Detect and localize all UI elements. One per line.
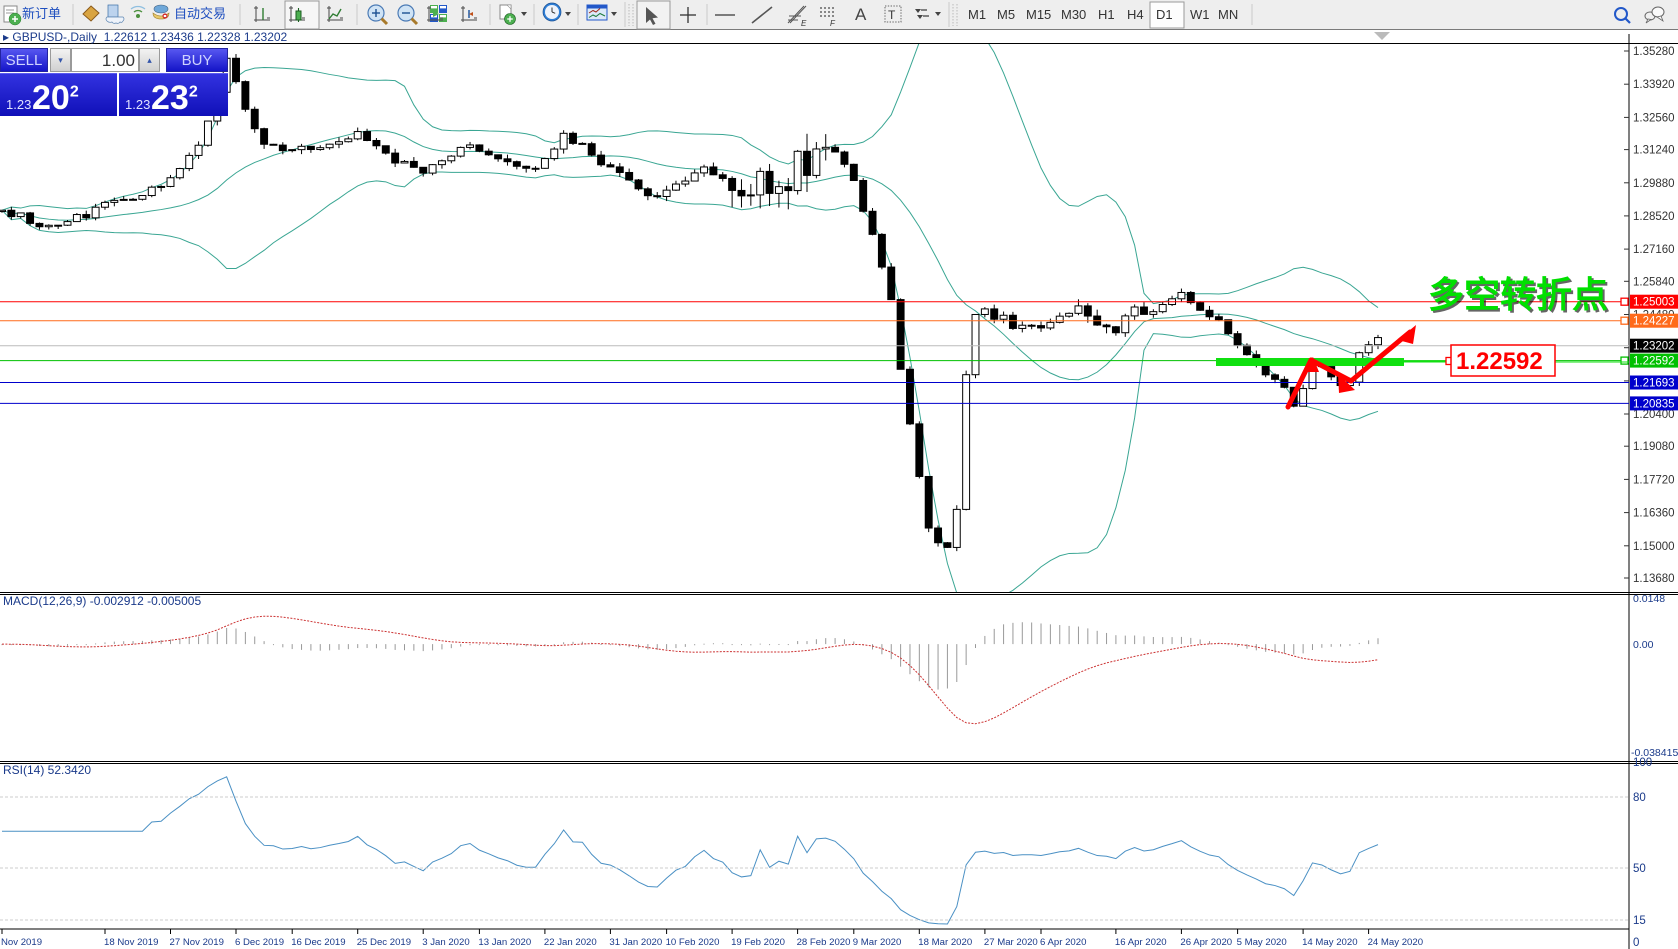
svg-text:D1: D1 — [1156, 7, 1173, 22]
svg-text:M5: M5 — [997, 7, 1015, 22]
svg-text:E: E — [801, 19, 807, 28]
svg-text:W1: W1 — [1190, 7, 1210, 22]
svg-text:T: T — [888, 8, 896, 22]
svg-text:M1: M1 — [968, 7, 986, 22]
svg-text:新订单: 新订单 — [22, 6, 61, 21]
svg-text:自动交易: 自动交易 — [174, 6, 226, 21]
svg-text:H1: H1 — [1098, 7, 1115, 22]
svg-text:M15: M15 — [1026, 7, 1051, 22]
svg-text:A: A — [855, 5, 867, 24]
svg-text:H4: H4 — [1127, 7, 1144, 22]
svg-text:MN: MN — [1218, 7, 1238, 22]
svg-text:M30: M30 — [1061, 7, 1086, 22]
